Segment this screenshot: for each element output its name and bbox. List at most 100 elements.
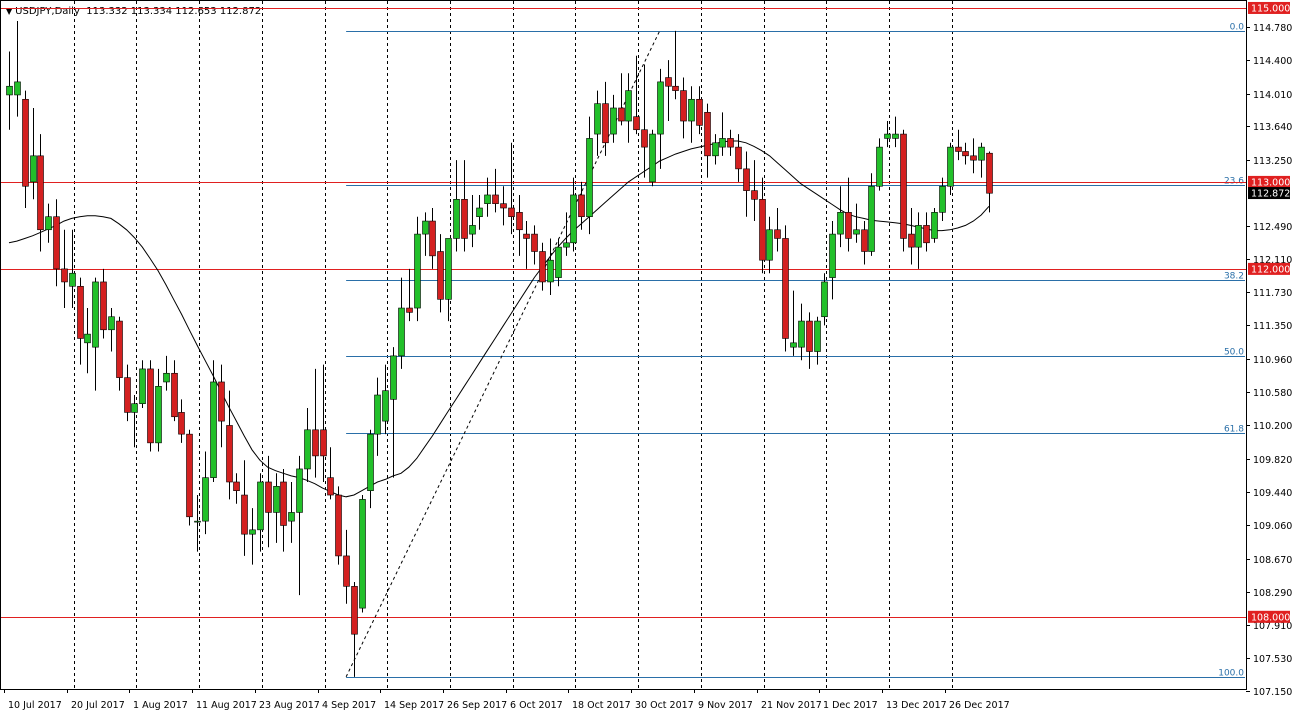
bullish-candle[interactable]: [625, 73, 632, 143]
bearish-candle[interactable]: [578, 181, 585, 230]
bearish-candle[interactable]: [241, 460, 248, 556]
bullish-candle[interactable]: [594, 90, 601, 156]
bullish-candle[interactable]: [868, 173, 875, 256]
bullish-candle[interactable]: [931, 208, 938, 243]
bearish-candle[interactable]: [147, 360, 154, 452]
bullish-candle[interactable]: [766, 216, 773, 274]
bullish-candle[interactable]: [484, 177, 491, 217]
bearish-candle[interactable]: [335, 486, 342, 565]
bullish-candle[interactable]: [398, 277, 405, 369]
bearish-candle[interactable]: [280, 468, 287, 552]
bearish-candle[interactable]: [970, 138, 977, 174]
bearish-candle[interactable]: [908, 208, 915, 265]
bearish-candle[interactable]: [516, 194, 523, 256]
bullish-candle[interactable]: [163, 355, 170, 391]
bullish-candle[interactable]: [939, 177, 946, 222]
bearish-candle[interactable]: [759, 177, 766, 274]
bullish-candle[interactable]: [798, 303, 805, 361]
bearish-candle[interactable]: [53, 199, 60, 287]
bearish-candle[interactable]: [861, 221, 868, 265]
bearish-candle[interactable]: [955, 129, 962, 161]
bearish-candle[interactable]: [100, 268, 107, 339]
bearish-candle[interactable]: [743, 151, 750, 217]
bearish-candle[interactable]: [672, 30, 679, 100]
bullish-candle[interactable]: [422, 212, 429, 256]
bullish-candle[interactable]: [131, 395, 138, 448]
bearish-candle[interactable]: [900, 129, 907, 252]
bullish-candle[interactable]: [84, 308, 91, 374]
bearish-candle[interactable]: [178, 399, 185, 443]
bullish-candle[interactable]: [978, 142, 985, 178]
bearish-candle[interactable]: [923, 212, 930, 252]
bullish-candle[interactable]: [288, 481, 295, 543]
bearish-candle[interactable]: [704, 103, 711, 178]
bearish-candle[interactable]: [751, 160, 758, 222]
bullish-candle[interactable]: [14, 21, 21, 117]
bullish-candle[interactable]: [210, 360, 217, 482]
bearish-candle[interactable]: [37, 134, 44, 252]
bearish-candle[interactable]: [782, 225, 789, 352]
bearish-candle[interactable]: [61, 229, 68, 309]
bullish-candle[interactable]: [296, 455, 303, 596]
bearish-candle[interactable]: [406, 268, 413, 322]
bearish-candle[interactable]: [312, 368, 319, 478]
bearish-candle[interactable]: [735, 134, 742, 182]
bullish-candle[interactable]: [359, 495, 366, 613]
bearish-candle[interactable]: [539, 242, 546, 291]
bullish-candle[interactable]: [69, 229, 76, 309]
bullish-candle[interactable]: [853, 203, 860, 243]
bullish-candle[interactable]: [610, 94, 617, 143]
bullish-candle[interactable]: [390, 347, 397, 478]
bearish-candle[interactable]: [327, 447, 334, 500]
bearish-candle[interactable]: [508, 142, 515, 235]
bearish-candle[interactable]: [680, 77, 687, 139]
bullish-candle[interactable]: [382, 364, 389, 435]
bullish-candle[interactable]: [108, 308, 115, 352]
bearish-candle[interactable]: [265, 455, 272, 548]
bullish-candle[interactable]: [719, 112, 726, 156]
bearish-candle[interactable]: [500, 186, 507, 226]
bullish-candle[interactable]: [821, 273, 828, 326]
bearish-candle[interactable]: [641, 64, 648, 178]
symbol-menu-triangle-icon[interactable]: ▼: [6, 7, 13, 16]
bearish-candle[interactable]: [343, 529, 350, 604]
bearish-candle[interactable]: [806, 312, 813, 369]
bearish-candle[interactable]: [492, 168, 499, 213]
bullish-candle[interactable]: [414, 216, 421, 322]
bullish-candle[interactable]: [884, 121, 891, 148]
bearish-candle[interactable]: [845, 177, 852, 252]
bullish-candle[interactable]: [688, 86, 695, 143]
bearish-candle[interactable]: [437, 234, 444, 313]
bullish-candle[interactable]: [367, 429, 374, 509]
bullish-candle[interactable]: [586, 116, 593, 235]
bullish-candle[interactable]: [257, 473, 264, 552]
bearish-candle[interactable]: [124, 364, 131, 422]
bullish-candle[interactable]: [892, 116, 899, 148]
bearish-candle[interactable]: [226, 390, 233, 500]
bullish-candle[interactable]: [469, 194, 476, 248]
bullish-candle[interactable]: [837, 186, 844, 248]
bearish-candle[interactable]: [320, 364, 327, 482]
bearish-candle[interactable]: [77, 277, 84, 365]
bearish-candle[interactable]: [116, 316, 123, 391]
bullish-candle[interactable]: [712, 134, 719, 165]
bullish-candle[interactable]: [92, 277, 99, 391]
bullish-candle[interactable]: [876, 138, 883, 191]
bullish-candle[interactable]: [563, 212, 570, 256]
bearish-candle[interactable]: [429, 208, 436, 269]
bearish-candle[interactable]: [531, 225, 538, 265]
bullish-candle[interactable]: [947, 142, 954, 195]
bullish-candle[interactable]: [249, 508, 256, 565]
bearish-candle[interactable]: [665, 60, 672, 122]
bullish-candle[interactable]: [570, 177, 577, 252]
bullish-candle[interactable]: [30, 107, 37, 200]
bullish-candle[interactable]: [304, 408, 311, 482]
bullish-candle[interactable]: [6, 51, 13, 130]
bullish-candle[interactable]: [915, 212, 922, 269]
bearish-candle[interactable]: [351, 582, 358, 677]
bearish-candle[interactable]: [727, 129, 734, 156]
bearish-candle[interactable]: [186, 429, 193, 526]
bearish-candle[interactable]: [218, 364, 225, 448]
